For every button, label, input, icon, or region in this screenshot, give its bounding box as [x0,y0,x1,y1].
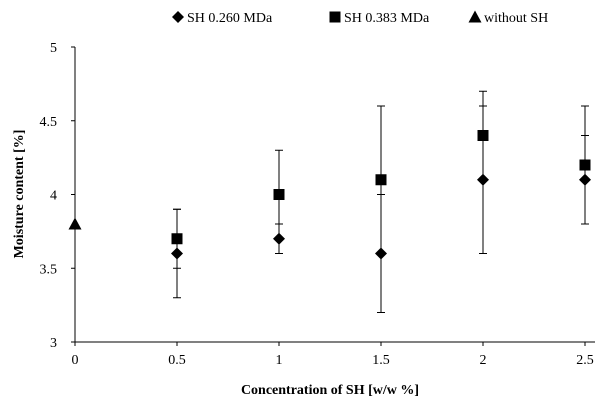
data-point-diamond [375,247,387,260]
y-tick-label: 5 [50,41,57,56]
data-point-square [375,174,387,186]
legend-marker-square [329,11,341,23]
x-tick-label: 0.5 [168,353,186,368]
legend-marker-triangle [468,10,482,23]
legend-label: SH 0.383 MDa [344,11,430,26]
legend: SH 0.260 MDa SH 0.383 MDa without SH [172,10,548,26]
data-point-square [477,130,489,141]
y-axis-title: Moisture content [%] [12,130,27,259]
data-point-diamond [477,173,489,186]
data-point-diamond [171,247,183,260]
x-tick-label: 2 [480,353,487,368]
x-tick-label: 1.5 [372,353,390,368]
error-bars [173,90,589,313]
x-tick-label: 1 [276,353,283,368]
data-point-diamond [579,173,591,186]
data-point-square [273,189,285,200]
data-point-square [579,159,591,171]
data-point-triangle [68,217,82,230]
legend-label: SH 0.260 MDa [187,11,273,26]
legend-marker-diamond [172,11,184,23]
data-point-diamond [273,232,285,245]
legend-label: without SH [484,11,548,26]
y-tick-label: 3 [50,336,57,351]
data-markers [68,130,591,260]
axes: 3 3.5 4 4.5 5 0 0.5 1 1.5 2 2.5 [40,41,595,368]
y-tick-label: 4.5 [40,115,58,130]
x-tick-label: 0 [72,353,79,368]
y-tick-label: 4 [50,189,57,204]
x-axis-title: Concentration of SH [w/w %] [241,383,419,398]
data-point-square [171,233,183,245]
x-tick-label: 2.5 [576,353,594,368]
y-tick-label: 3.5 [40,262,58,277]
